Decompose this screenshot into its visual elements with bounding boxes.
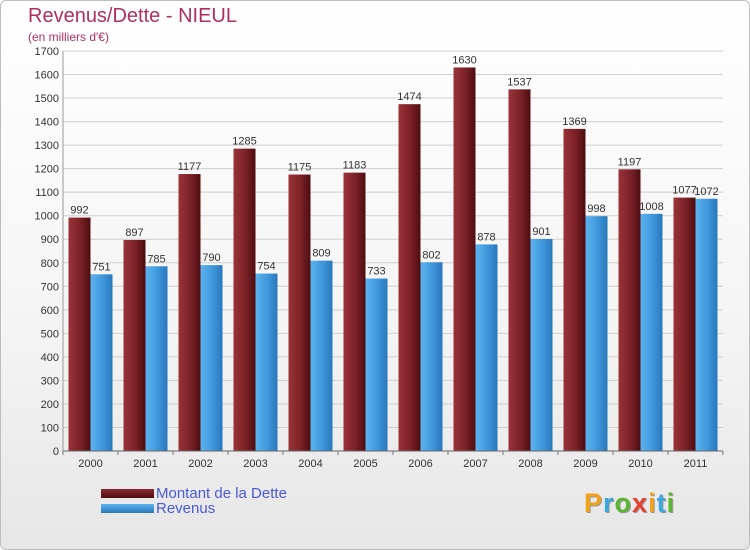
- y-tick-label: 200: [41, 399, 59, 411]
- brand-logo: Proxiti: [584, 488, 675, 519]
- y-tick-label: 1100: [35, 187, 59, 199]
- brand-logo-letter: P: [584, 488, 604, 518]
- x-tick-label: 2010: [628, 458, 652, 470]
- data-label-revenue: 809: [312, 248, 330, 260]
- y-tick-label: 900: [41, 234, 59, 246]
- bars: [68, 67, 718, 452]
- chart-title: Revenus/Dette - NIEUL: [28, 5, 237, 27]
- data-label-revenue: 751: [92, 261, 110, 273]
- x-tick-label: 2011: [684, 458, 708, 470]
- x-tick-label: 2001: [133, 458, 157, 470]
- data-label-debt: 1077: [672, 185, 696, 197]
- bar-revenue: [200, 265, 223, 451]
- brand-logo-letter: x: [632, 488, 649, 518]
- chart-subtitle: (en milliers d'€): [28, 30, 109, 44]
- y-tick-label: 1600: [35, 70, 59, 82]
- gridlines: [63, 50, 723, 452]
- bar-revenue: [585, 216, 608, 451]
- data-label-debt: 1537: [507, 76, 531, 88]
- bar-debt: [68, 217, 91, 451]
- brand-logo-letter: i: [666, 488, 676, 518]
- y-tick-label: 1000: [35, 211, 59, 223]
- data-label-debt: 1197: [618, 156, 642, 168]
- legend-label-debt: Montant de la Dette: [156, 485, 287, 502]
- y-tick-label: 1500: [35, 93, 59, 105]
- y-tick-label: 100: [41, 422, 59, 434]
- brand-logo-letter: t: [656, 488, 667, 518]
- bar-debt: [398, 104, 421, 452]
- data-labels: 992 751 897 785 1177 790 1285 754 1175 809 1183 733…: [70, 54, 718, 277]
- data-label-debt: 1369: [562, 116, 586, 128]
- data-label-revenue: 901: [532, 226, 550, 238]
- bar-debt: [123, 239, 146, 451]
- y-tick-label: 0: [53, 446, 59, 458]
- bar-debt: [508, 89, 531, 452]
- bar-revenue: [90, 274, 113, 451]
- data-label-revenue: 1072: [694, 186, 718, 198]
- bar-debt: [288, 174, 311, 451]
- y-tick-label: 1700: [35, 46, 59, 58]
- data-label-revenue: 790: [202, 252, 220, 264]
- y-tick-label: 1400: [35, 117, 59, 129]
- x-tick-label: 2003: [243, 458, 267, 470]
- x-tick-label: 2009: [573, 458, 597, 470]
- x-tick-label: 2008: [518, 458, 542, 470]
- y-tick-label: 400: [41, 352, 59, 364]
- y-tick-label: 600: [41, 305, 59, 317]
- bar-revenue: [420, 262, 443, 451]
- y-axis: 0 100 200 300 400 500 600 700 800 900 1000 1100 1200…: [35, 46, 64, 458]
- bar-revenue: [145, 266, 168, 451]
- data-label-debt: 1177: [178, 161, 202, 173]
- y-tick-label: 500: [41, 328, 59, 340]
- data-label-revenue: 733: [367, 266, 385, 278]
- brand-logo-letter: i: [648, 488, 657, 518]
- bar-revenue: [640, 213, 663, 451]
- data-label-revenue: 1008: [639, 201, 663, 213]
- bar-debt: [618, 169, 641, 451]
- x-axis: 2000 2001 2002 2003 2004 2005 2006 2007 2008 2009…: [62, 450, 724, 470]
- y-tick-label: 700: [41, 281, 59, 293]
- data-label-debt: 1285: [232, 136, 256, 148]
- bar-debt: [563, 128, 586, 451]
- data-label-debt: 1630: [452, 54, 476, 66]
- data-label-debt: 897: [125, 227, 143, 239]
- bar-revenue: [475, 244, 498, 451]
- x-tick-label: 2007: [463, 458, 487, 470]
- data-label-revenue: 754: [257, 261, 275, 273]
- bar-debt: [673, 197, 696, 451]
- y-tick-label: 1200: [35, 164, 59, 176]
- y-tick-label: 1300: [35, 140, 59, 152]
- brand-logo-letter: o: [614, 488, 633, 518]
- legend-swatch-debt: [101, 489, 154, 498]
- data-label-debt: 1474: [397, 91, 421, 103]
- y-tick-label: 800: [41, 258, 59, 270]
- x-tick-label: 2000: [78, 458, 102, 470]
- bar-debt: [343, 172, 366, 451]
- bar-revenue: [695, 198, 718, 451]
- bar-debt: [178, 174, 201, 451]
- legend-label-revenue: Revenus: [156, 500, 216, 517]
- data-label-debt: 1183: [343, 160, 367, 172]
- brand-logo-letter: r: [603, 488, 615, 518]
- x-tick-label: 2002: [188, 458, 212, 470]
- x-tick-label: 2006: [408, 458, 432, 470]
- data-label-revenue: 785: [147, 253, 165, 265]
- data-label-revenue: 998: [587, 203, 605, 215]
- bar-debt: [453, 67, 476, 452]
- bar-debt: [233, 148, 256, 451]
- bar-revenue: [530, 239, 553, 451]
- data-label-revenue: 802: [422, 249, 440, 261]
- x-tick-label: 2005: [353, 458, 377, 470]
- bar-revenue: [255, 273, 278, 451]
- data-label-debt: 1175: [288, 162, 312, 174]
- legend-swatch-revenue: [101, 504, 154, 513]
- y-tick-label: 300: [41, 375, 59, 387]
- bar-revenue: [365, 278, 388, 451]
- data-label-revenue: 878: [477, 231, 495, 243]
- x-tick-label: 2004: [298, 458, 322, 470]
- data-label-debt: 992: [70, 205, 88, 217]
- bar-revenue: [310, 260, 333, 451]
